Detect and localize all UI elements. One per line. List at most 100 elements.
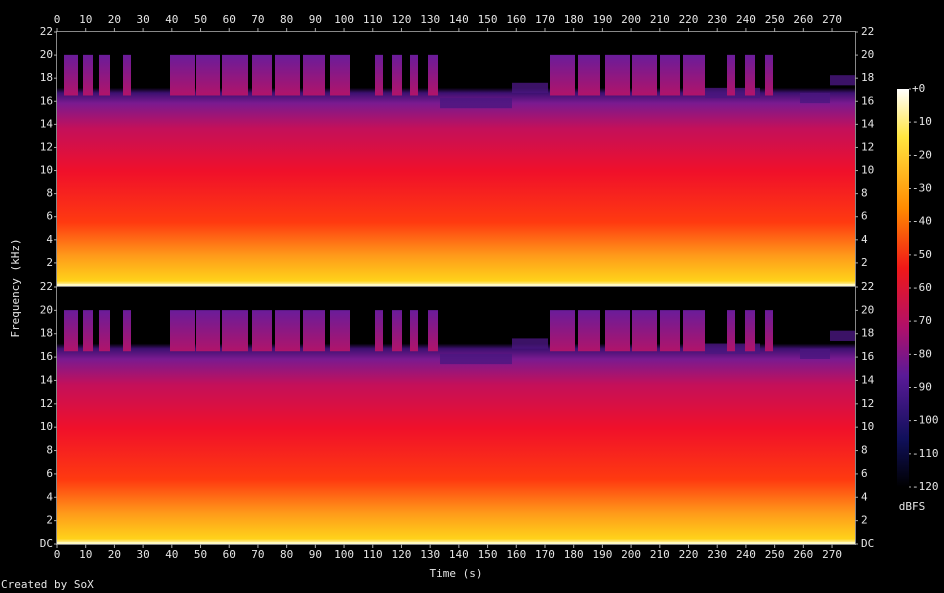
colorbar-tick-label: -10 [912, 115, 932, 128]
x-tick-label-top: 130 [420, 13, 440, 26]
x-tick-label: 140 [449, 548, 469, 561]
spectrogram-column [275, 310, 300, 352]
x-tick-label: 50 [194, 548, 207, 561]
spectrogram-column [578, 310, 600, 352]
x-tick-label: 0 [54, 548, 61, 561]
y-tick-label-right: 4 [861, 233, 868, 246]
spectrogram-column [196, 310, 220, 352]
x-tick-label-top: 190 [592, 13, 612, 26]
colorbar-tick-label: -80 [912, 347, 932, 360]
y-tick-label: 22 [40, 280, 53, 293]
x-tick-label: 120 [392, 548, 412, 561]
colorbar-tick-label: -40 [912, 215, 932, 228]
spectrogram-column [83, 54, 93, 96]
x-tick-label: 90 [309, 548, 322, 561]
y-tick-label: 2 [46, 256, 53, 269]
colorbar-tick-label: -70 [912, 314, 932, 327]
spectrogram-column [64, 54, 78, 96]
x-tick-label-top: 250 [765, 13, 785, 26]
x-tick-label-top: 230 [707, 13, 727, 26]
x-tick-label: 180 [564, 548, 584, 561]
y-tick-label: 20 [40, 48, 53, 61]
spectrogram-noise [440, 353, 512, 365]
spectrogram-column [252, 310, 272, 352]
spectrogram-column [392, 54, 402, 96]
y-tick-label-right: 10 [861, 164, 874, 177]
x-tick-label: 130 [420, 548, 440, 561]
spectrogram-column [765, 310, 773, 352]
colorbar-tick-label: -100 [912, 414, 939, 427]
spectrogram-column [410, 54, 418, 96]
spectrogram-column [392, 310, 402, 352]
colorbar-tick-label: -60 [912, 281, 932, 294]
x-tick-label-top: 150 [478, 13, 498, 26]
colorbar-tick-label: -110 [912, 447, 939, 460]
y-tick-label: 4 [46, 233, 53, 246]
spectrogram-column [550, 54, 575, 96]
x-tick-label: 190 [592, 548, 612, 561]
spectrogram-column [330, 54, 350, 96]
x-tick-label-top: 10 [79, 13, 92, 26]
spectrogram-column [605, 54, 630, 96]
y-tick-label: 14 [40, 373, 54, 386]
spectrogram-noise [800, 348, 830, 359]
spectrogram-column [428, 54, 438, 96]
y-tick-label-right: 16 [861, 350, 874, 363]
x-tick-label: 170 [535, 548, 555, 561]
x-tick-label-top: 110 [363, 13, 383, 26]
y-tick-label: 22 [40, 25, 53, 38]
y-tick-label-right: 14 [861, 117, 875, 130]
x-tick-label-top: 80 [280, 13, 293, 26]
y-tick-label-right: 22 [861, 280, 874, 293]
colorbar-tick-label: -20 [912, 148, 932, 161]
y-tick-label: 16 [40, 94, 53, 107]
panel-frame [56, 286, 856, 545]
spectrogram-column [660, 310, 680, 352]
y-tick-label: 12 [40, 140, 53, 153]
x-tick-label-top: 270 [822, 13, 842, 26]
y-tick-label-right: 18 [861, 71, 874, 84]
spectrogram-column [222, 54, 248, 96]
spectrogram-column [727, 310, 735, 352]
x-tick-label: 160 [506, 548, 526, 561]
x-tick-label-top: 200 [621, 13, 641, 26]
y-tick-label: 14 [40, 117, 54, 130]
x-tick-label-top: 40 [165, 13, 178, 26]
x-tick-label-top: 220 [679, 13, 699, 26]
y-tick-label-right: 14 [861, 373, 875, 386]
colorbar-tick-label: -90 [912, 381, 932, 394]
spectrogram-column [196, 54, 220, 96]
x-tick-label: 70 [251, 548, 264, 561]
spectrogram-column [550, 310, 575, 352]
spectrogram-column [99, 54, 110, 96]
colorbar-tick-label: -120 [912, 480, 939, 493]
spectrogram-noise [800, 92, 830, 104]
spectrogram-noise [512, 82, 548, 93]
colorbar-label: dBFS [899, 500, 926, 513]
x-tick-label: 30 [136, 548, 149, 561]
y-tick-label-right: 18 [861, 327, 874, 340]
x-tick-label: 80 [280, 548, 293, 561]
spectrogram-noise [830, 75, 855, 86]
spectrogram-column [222, 310, 248, 352]
y-tick-label: 6 [46, 210, 53, 223]
colorbar-tick-label: -30 [912, 182, 932, 195]
y-tick-label-right: 12 [861, 397, 874, 410]
spectrogram-column [330, 310, 350, 352]
spectrogram-noise [830, 330, 855, 341]
x-tick-label: 200 [621, 548, 641, 561]
x-tick-label: 270 [822, 548, 842, 561]
spectrogram-column [660, 54, 680, 96]
y-tick-label-right: 2 [861, 256, 868, 269]
x-tick-label-top: 90 [309, 13, 322, 26]
x-tick-label-top: 70 [251, 13, 264, 26]
colorbar [897, 89, 909, 487]
x-tick-label-top: 210 [650, 13, 670, 26]
y-tick-label-right: 20 [861, 48, 874, 61]
spectrogram-column [745, 310, 755, 352]
y-tick-label: 18 [40, 327, 53, 340]
spectrogram-column [375, 54, 383, 96]
spectrogram-column [123, 54, 131, 96]
x-tick-label: 60 [223, 548, 236, 561]
